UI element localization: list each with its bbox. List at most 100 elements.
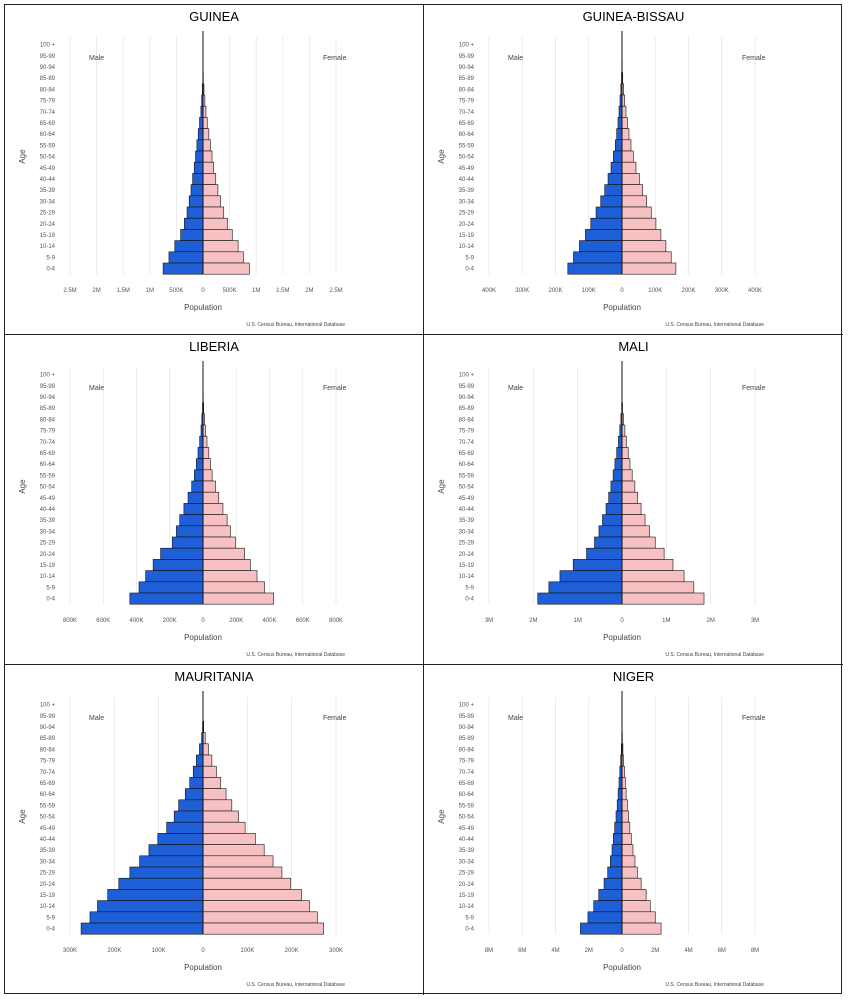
- population-pyramid-chart: 300K 200K 100K 0 100K 200K 300K 100 + 95-99 90-94…: [18, 691, 346, 988]
- age-group-label: 0-4: [465, 267, 474, 273]
- female-label: Female: [323, 55, 346, 62]
- female-bar: [621, 503, 642, 515]
- x-tick-label: 300K: [715, 288, 729, 294]
- x-tick-label: 1M: [146, 288, 154, 294]
- female-bar: [202, 469, 213, 482]
- female-bar: [202, 458, 211, 471]
- age-group-label: 45-49: [459, 826, 475, 832]
- female-bar: [202, 570, 258, 583]
- population-pyramid-chart: 800K 600K 400K 200K 0 200K 400K 600K 800K 100 + 95…: [18, 361, 346, 658]
- male-bar: [89, 911, 204, 924]
- age-group-label: 10-14: [40, 244, 56, 250]
- population-pyramid-chart: 2.5M 2M 1.5M 1M 500K 0 500K 1M 1.5M 2M 2.5M 100 + 95…: [18, 31, 346, 328]
- male-bar: [615, 810, 623, 823]
- female-bar: [621, 866, 638, 879]
- x-tick-label: 400K: [262, 618, 276, 624]
- age-group-label: 60-64: [459, 462, 475, 468]
- x-tick-label: 200K: [548, 288, 562, 294]
- male-bar: [191, 480, 204, 493]
- male-bar: [178, 799, 204, 812]
- x-tick-label: 6M: [518, 948, 526, 954]
- age-group-label: 50-54: [40, 815, 56, 821]
- age-group-label: 40-44: [40, 177, 56, 183]
- x-tick-label: 2.5M: [329, 288, 342, 294]
- panel-niger: NIGER 8M 6M 4M 2M 0 2M 4M 6M 8M 100 + 95-99 90-94 85…: [424, 665, 843, 995]
- male-bar: [186, 206, 204, 219]
- y-axis-label: Age: [18, 149, 27, 164]
- male-bar: [197, 447, 204, 459]
- male-bar: [617, 117, 623, 129]
- female-bar: [202, 139, 211, 152]
- age-group-label: 0-4: [465, 597, 474, 603]
- male-label: Male: [508, 55, 523, 62]
- male-bar: [184, 217, 204, 230]
- female-bar: [202, 581, 265, 594]
- male-bar: [168, 251, 204, 264]
- x-tick-label: 8M: [485, 948, 493, 954]
- age-group-label: 100 +: [459, 373, 475, 379]
- female-bar: [202, 217, 228, 230]
- age-group-label: 70-74: [459, 110, 475, 116]
- age-group-label: 90-94: [40, 395, 56, 401]
- male-bar: [139, 855, 204, 868]
- age-group-label: 95-99: [459, 54, 475, 60]
- male-bar: [107, 889, 204, 901]
- age-group-label: 70-74: [40, 440, 56, 446]
- female-bar: [621, 447, 629, 459]
- pyramid-grid: GUINEA 2.5M 2M 1.5M 1M 500K 0 500K 1M 1.5M 2M 2.5M…: [4, 4, 843, 995]
- age-group-label: 25-29: [40, 211, 56, 217]
- female-bar: [202, 754, 213, 767]
- female-bar: [621, 900, 651, 913]
- female-bar: [621, 139, 632, 152]
- male-bar: [607, 866, 623, 879]
- x-tick-label: 0: [201, 618, 205, 624]
- female-bar: [621, 547, 665, 560]
- x-tick-label: 200K: [681, 288, 695, 294]
- age-group-label: 55-59: [459, 803, 475, 809]
- x-tick-label: 1.5M: [276, 288, 289, 294]
- male-bar: [614, 458, 623, 471]
- age-group-label: 50-54: [459, 485, 475, 491]
- age-group-label: 35-39: [459, 188, 475, 194]
- age-group-label: 95-99: [40, 714, 56, 720]
- female-bar: [202, 480, 216, 493]
- male-bar: [184, 788, 204, 801]
- female-bar: [621, 480, 636, 493]
- male-bar: [157, 833, 204, 845]
- male-bar: [197, 128, 204, 141]
- female-bar: [202, 810, 239, 823]
- x-tick-label: 3M: [485, 618, 493, 624]
- female-bar: [621, 262, 677, 275]
- y-axis-label: Age: [437, 809, 446, 824]
- age-group-label: 95-99: [40, 384, 56, 390]
- male-bar: [615, 139, 623, 152]
- age-group-label: 60-64: [459, 792, 475, 798]
- male-bar: [187, 491, 204, 504]
- female-bar: [621, 922, 662, 935]
- age-group-label: 60-64: [40, 132, 56, 138]
- age-group-label: 60-64: [40, 462, 56, 468]
- x-tick-label: 2M: [651, 948, 659, 954]
- age-group-label: 80-84: [40, 417, 56, 423]
- age-group-label: 15-19: [40, 233, 56, 239]
- age-group-label: 40-44: [459, 507, 475, 513]
- age-group-label: 65-69: [40, 781, 56, 787]
- age-group-label: 35-39: [459, 518, 475, 524]
- female-bar: [202, 503, 224, 515]
- panel-mali: MALI 3M 2M 1M 0 1M 2M 3M 100 + 95-99 90-94 85-89 80…: [424, 335, 843, 665]
- x-axis-label: Population: [184, 633, 222, 642]
- male-bar: [129, 866, 204, 879]
- male-label: Male: [508, 385, 523, 392]
- male-bar: [152, 559, 204, 571]
- female-label: Female: [742, 55, 765, 62]
- female-bar: [202, 877, 292, 890]
- female-bar: [621, 821, 631, 834]
- x-tick-label: 3M: [751, 618, 759, 624]
- female-bar: [202, 777, 222, 789]
- female-bar: [621, 877, 642, 890]
- female-label: Female: [323, 715, 346, 722]
- male-bar: [179, 514, 204, 527]
- male-bar: [190, 184, 204, 197]
- age-group-label: 15-19: [459, 233, 475, 239]
- age-group-label: 5-9: [46, 915, 55, 921]
